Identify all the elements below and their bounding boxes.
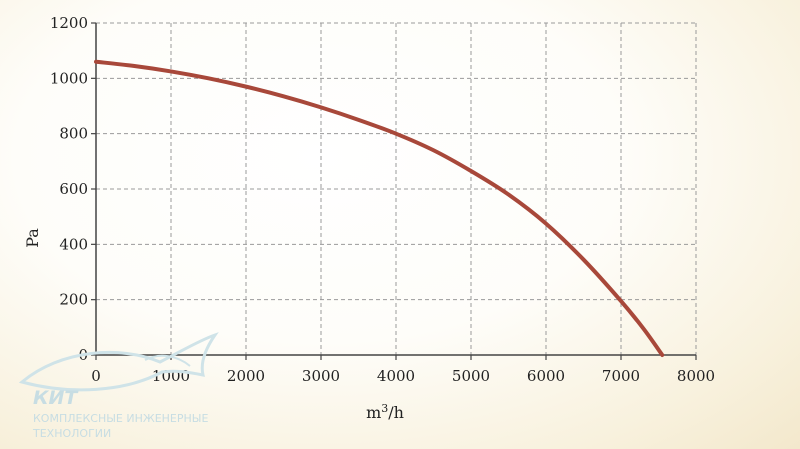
y-tick-label: 600 — [59, 180, 88, 198]
x-tick-label: 0 — [91, 367, 101, 385]
x-tick-label: 1000 — [152, 367, 190, 385]
series — [94, 59, 665, 357]
x-tick-label: 4000 — [377, 367, 415, 385]
x-tick-label: 7000 — [602, 367, 640, 385]
y-tick-label: 800 — [59, 125, 88, 143]
axes — [91, 22, 697, 360]
fish-tail-icon — [144, 354, 191, 367]
fish-logo-icon — [18, 332, 219, 392]
company-logo: КИТ КОМПЛЕКСНЫЕ ИНЖЕНЕРНЫЕ ТЕХНОЛОГИИ — [18, 332, 219, 440]
y-axis-title: Pa — [23, 228, 42, 248]
x-tick-label: 8000 — [677, 367, 715, 385]
tick-labels: 0 1000 2000 3000 4000 5000 6000 7000 80000200400… — [50, 14, 715, 385]
logo-name: КИТ — [33, 387, 79, 409]
logo-line-1: КОМПЛЕКСНЫЕ ИНЖЕНЕРНЫЕ — [33, 412, 208, 425]
x-tick-label: 5000 — [452, 367, 490, 385]
x-tick-label: 2000 — [227, 367, 265, 385]
y-tick-label: 1200 — [50, 14, 88, 32]
x-tick-label: 3000 — [302, 367, 340, 385]
x-axis-title: m3/h — [366, 402, 404, 422]
y-tick-label: 1000 — [50, 69, 88, 87]
logo-line-2: ТЕХНОЛОГИИ — [32, 427, 111, 440]
y-tick-label: 200 — [59, 291, 88, 309]
pressure-curve-line — [94, 59, 665, 357]
y-tick-label: 400 — [59, 235, 88, 253]
x-tick-label: 6000 — [527, 367, 565, 385]
